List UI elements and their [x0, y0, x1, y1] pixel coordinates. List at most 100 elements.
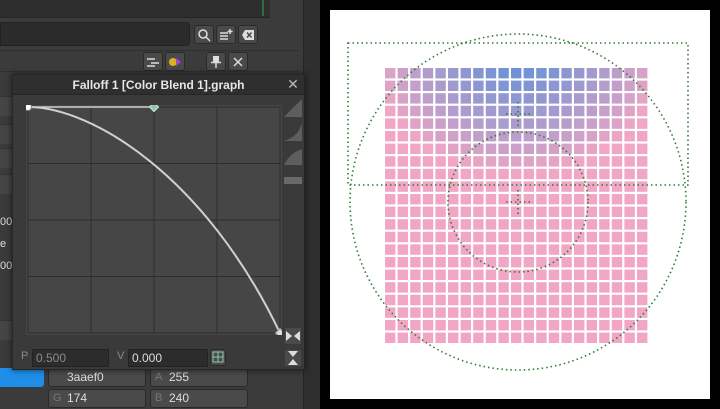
preview-cell: [624, 332, 635, 343]
property-row[interactable]: [0, 320, 13, 340]
preview-cell: [561, 231, 572, 243]
preview-canvas[interactable]: [330, 10, 710, 399]
hex-value: 3aaef0: [67, 370, 104, 384]
position-field[interactable]: 0.500: [32, 349, 109, 367]
preview-cell: [561, 332, 572, 343]
preview-cell: [574, 244, 585, 255]
curve-end-point: [274, 327, 282, 335]
value-field[interactable]: 0.000: [128, 349, 208, 367]
property-row[interactable]: [0, 174, 13, 194]
preview-cell: [599, 269, 610, 280]
preview-cell: [473, 156, 484, 167]
preview-cell: [473, 105, 484, 117]
delete-button[interactable]: [238, 25, 258, 44]
preview-cell: [611, 244, 623, 255]
preview-cell: [637, 231, 648, 243]
property-row[interactable]: [0, 148, 13, 168]
preview-cell: [599, 105, 610, 117]
preview-cell: [485, 80, 497, 91]
preview-cell: [485, 307, 497, 318]
pin-button[interactable]: [206, 52, 226, 71]
preview-cell: [448, 282, 459, 293]
curve-points: [26, 105, 282, 335]
color-cycle-button[interactable]: [165, 52, 185, 71]
preset-ease-button[interactable]: [284, 123, 302, 141]
color-fields: 3aaef0 A 255 G 174 B 240: [0, 366, 303, 409]
preview-cell: [548, 143, 560, 154]
preview-cell: [410, 307, 421, 318]
preview-cell: [599, 80, 610, 91]
preview-cell: [637, 294, 648, 306]
preview-cell: [611, 118, 623, 129]
preview-cell: [498, 332, 509, 343]
property-row[interactable]: [0, 124, 13, 144]
preview-cell: [599, 68, 610, 79]
mirror-horizontal-button[interactable]: [284, 327, 302, 345]
preview-cell: [599, 168, 610, 180]
preview-cell: [422, 143, 434, 154]
panel-scrollbar[interactable]: [303, 0, 320, 409]
preset-smooth-button[interactable]: [284, 147, 302, 165]
preview-cell: [460, 282, 471, 293]
preview-cell: [624, 269, 635, 280]
property-rows: [0, 76, 13, 346]
hex-field[interactable]: 3aaef0: [48, 368, 146, 387]
preview-cell: [498, 257, 509, 268]
panel-close-button[interactable]: [228, 52, 248, 71]
preview-cell: [586, 68, 597, 79]
preview-cell: [460, 181, 471, 192]
property-row[interactable]: [0, 96, 13, 116]
partial-value: e: [0, 238, 7, 250]
preview-cell: [485, 118, 497, 129]
preview-cell: [561, 105, 572, 117]
preview-cell: [536, 307, 547, 318]
preview-cell: [511, 206, 522, 217]
preview-cell: [498, 168, 509, 180]
preview-cell: [422, 131, 434, 142]
search-input[interactable]: [0, 22, 190, 46]
curve-editor[interactable]: [26, 105, 282, 335]
preview-cell: [385, 93, 396, 104]
preview-cell: [473, 282, 484, 293]
list-settings-button[interactable]: [143, 52, 163, 71]
preview-cell: [548, 105, 560, 117]
preview-cell: [523, 332, 534, 343]
preset-flat-button[interactable]: [284, 177, 302, 184]
snap-grid-button[interactable]: [210, 349, 226, 366]
green-field[interactable]: G 174: [48, 389, 146, 408]
preview-cell: [561, 181, 572, 192]
add-list-button[interactable]: [216, 25, 236, 44]
preview-cell: [611, 206, 623, 217]
curve-start-point: [26, 105, 32, 111]
preview-cell: [511, 269, 522, 280]
preset-linear-button[interactable]: [284, 99, 302, 117]
preview-cell: [574, 156, 585, 167]
mirror-vertical-button[interactable]: [284, 349, 302, 367]
preview-cell: [523, 282, 534, 293]
alpha-field[interactable]: A 255: [150, 368, 248, 387]
preview-cell: [574, 257, 585, 268]
color-swatch[interactable]: [0, 368, 44, 387]
preview-viewport[interactable]: [330, 10, 710, 399]
preview-cell: [523, 131, 534, 142]
search-filter-button[interactable]: [194, 25, 214, 44]
blue-field[interactable]: B 240: [150, 389, 248, 408]
preview-cell: [611, 231, 623, 243]
color-cycle-icon: [169, 57, 181, 66]
preview-cell: [435, 219, 446, 230]
preview-cell: [498, 244, 509, 255]
preview-cell: [448, 269, 459, 280]
preview-cell: [460, 294, 471, 306]
curve-canvas[interactable]: [26, 105, 282, 335]
preview-cell: [473, 294, 484, 306]
preview-cell: [460, 143, 471, 154]
preview-cell: [397, 131, 408, 142]
preview-cell: [624, 257, 635, 268]
preview-cell: [422, 206, 434, 217]
preview-cell: [473, 168, 484, 180]
partial-value: 00: [0, 216, 13, 228]
preview-cell: [586, 332, 597, 343]
preview-cell: [586, 269, 597, 280]
close-icon[interactable]: ✕: [287, 76, 299, 92]
partial-value: 00: [0, 260, 13, 272]
